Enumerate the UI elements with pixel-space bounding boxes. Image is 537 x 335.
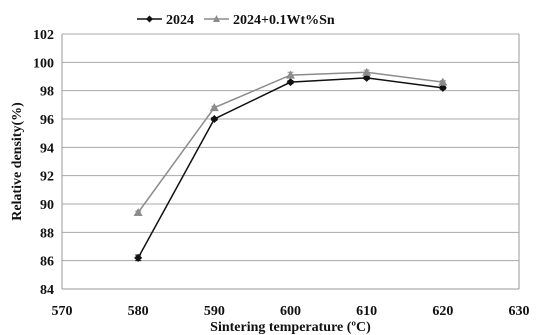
x-tick-label-580: 580	[128, 304, 149, 319]
x-tick-label-590: 590	[204, 304, 225, 319]
legend-diamond-marker	[146, 15, 153, 23]
x-axis-title: Sintering temperature (ºC)	[210, 320, 371, 335]
point-2024-600	[286, 78, 295, 87]
y-tick-label-96: 96	[40, 113, 54, 128]
x-tick-label-570: 570	[52, 304, 73, 319]
legend-label-2024: 2024	[166, 13, 194, 28]
axes	[61, 34, 520, 290]
point-2024-sn-590	[209, 103, 219, 112]
x-tick-label-620: 620	[432, 304, 453, 319]
y-tick-label-92: 92	[40, 170, 54, 185]
legend: 2024 2024+0.1Wt%Sn	[137, 13, 335, 28]
point-2024-sn-600	[286, 70, 295, 79]
y-tick-label-98: 98	[40, 85, 54, 100]
x-tick-label-600: 600	[280, 304, 301, 319]
tick-labels: 84 86 88 90 92 94 96 98 100 102 570 580 590 600 610 620…	[33, 28, 530, 319]
point-2024-580	[134, 253, 143, 262]
x-tick-label-610: 610	[356, 304, 377, 319]
y-tick-label-100: 100	[33, 56, 54, 71]
legend-triangle-marker	[213, 15, 220, 22]
point-2024-620	[438, 83, 447, 92]
y-tick-label-84: 84	[40, 283, 54, 298]
y-axis-title: Relative density(%)	[10, 102, 25, 221]
y-tick-label-94: 94	[40, 141, 54, 156]
y-tick-label-90: 90	[40, 198, 54, 213]
series-layer	[133, 67, 448, 262]
point-2024-sn-610	[362, 67, 372, 76]
x-tick-label-630: 630	[509, 304, 530, 319]
y-tick-label-102: 102	[33, 28, 54, 43]
point-2024-590	[210, 115, 219, 123]
y-tick-label-88: 88	[40, 226, 54, 241]
point-2024-610	[362, 73, 371, 82]
point-2024-sn-620	[438, 77, 448, 86]
point-2024-sn-580	[133, 208, 143, 216]
legend-label-2024-sn: 2024+0.1Wt%Sn	[233, 13, 335, 28]
y-tick-label-86: 86	[40, 255, 54, 270]
